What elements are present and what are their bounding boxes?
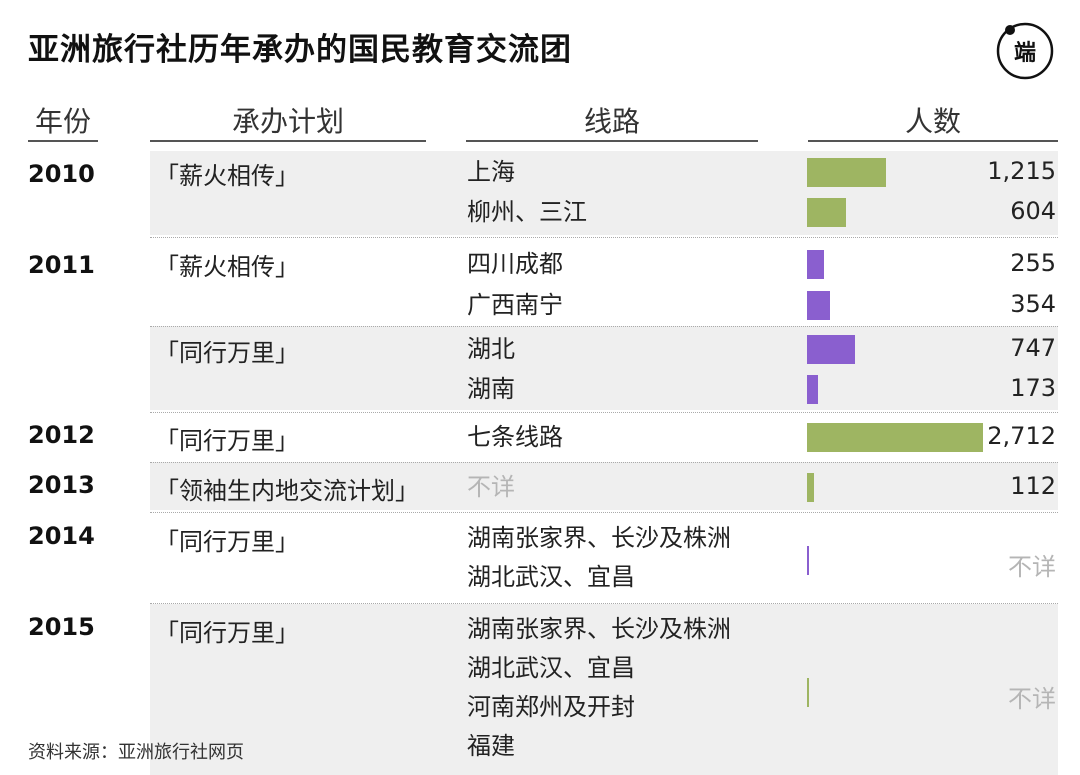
route-label: 不详 bbox=[467, 473, 515, 501]
separator-2015 bbox=[150, 603, 1058, 604]
bar bbox=[807, 291, 830, 320]
header-people: 人数 bbox=[904, 105, 961, 138]
value-label: 112 bbox=[1010, 472, 1056, 500]
value-label: 255 bbox=[1010, 249, 1056, 277]
value-label: 173 bbox=[1010, 374, 1056, 402]
header-route: 线路 bbox=[583, 105, 640, 138]
separator-2011 bbox=[150, 237, 1058, 238]
route-label: 柳州、三江 bbox=[467, 198, 587, 226]
plan-2015: 「同行万里」 bbox=[155, 619, 299, 647]
route-label: 七条线路 bbox=[467, 423, 563, 451]
bar bbox=[807, 545, 809, 575]
year-2015: 2015 bbox=[28, 613, 95, 641]
route-label: 四川成都 bbox=[467, 250, 563, 278]
band-2011-b bbox=[150, 326, 1058, 410]
band-2013 bbox=[150, 462, 1058, 510]
year-2011: 2011 bbox=[28, 251, 95, 279]
plan-2011-b: 「同行万里」 bbox=[155, 339, 299, 367]
route-label: 湖南张家界、长沙及株洲 湖北武汉、宜昌 bbox=[467, 524, 731, 591]
bar bbox=[807, 473, 815, 502]
bar bbox=[807, 423, 983, 452]
separator-2011-b bbox=[150, 326, 1058, 327]
logo-text: 端 bbox=[1014, 41, 1036, 66]
route-label: 广西南宁 bbox=[467, 291, 563, 319]
bar bbox=[807, 158, 886, 187]
separator-2013 bbox=[150, 462, 1058, 463]
bar bbox=[807, 198, 847, 227]
value-label: 354 bbox=[1010, 290, 1056, 318]
header-rule-route bbox=[466, 140, 758, 142]
value-label: 747 bbox=[1010, 334, 1056, 362]
route-label: 湖北 bbox=[467, 335, 515, 363]
year-2010: 2010 bbox=[28, 160, 95, 188]
year-2013: 2013 bbox=[28, 471, 95, 499]
chart-title: 亚洲旅行社历年承办的国民教育交流团 bbox=[28, 32, 572, 68]
header-rule-plan bbox=[150, 140, 426, 142]
separator-2014 bbox=[150, 512, 1058, 513]
band-2010 bbox=[150, 151, 1058, 235]
year-2012: 2012 bbox=[28, 421, 95, 449]
bar bbox=[807, 335, 856, 364]
header-rule-people bbox=[808, 140, 1058, 142]
logo-icon: 端 bbox=[996, 22, 1054, 80]
value-label: 604 bbox=[1010, 197, 1056, 225]
plan-2010: 「薪火相传」 bbox=[155, 162, 299, 190]
source-note: 资料来源：亚洲旅行社网页 bbox=[28, 742, 244, 763]
bar bbox=[807, 375, 819, 404]
bar bbox=[807, 677, 809, 707]
route-label: 湖南 bbox=[467, 375, 515, 403]
value-label: 不详 bbox=[1008, 684, 1056, 713]
value-label: 2,712 bbox=[987, 422, 1056, 450]
route-label: 湖南张家界、长沙及株洲 湖北武汉、宜昌 河南郑州及开封 福建 bbox=[467, 615, 731, 760]
plan-2013: 「领袖生内地交流计划」 bbox=[155, 477, 419, 505]
band-2015 bbox=[150, 604, 1058, 775]
year-2014: 2014 bbox=[28, 522, 95, 550]
plan-2012: 「同行万里」 bbox=[155, 427, 299, 455]
header-plan: 承办计划 bbox=[231, 105, 344, 138]
plan-2014: 「同行万里」 bbox=[155, 528, 299, 556]
value-label: 1,215 bbox=[987, 157, 1056, 185]
separator-2012 bbox=[150, 412, 1058, 413]
bar bbox=[807, 250, 824, 279]
route-label: 上海 bbox=[467, 158, 515, 186]
value-label: 不详 bbox=[1008, 552, 1056, 581]
header-rule-year bbox=[28, 140, 98, 142]
header-year: 年份 bbox=[34, 105, 91, 138]
plan-2011-a: 「薪火相传」 bbox=[155, 253, 299, 281]
